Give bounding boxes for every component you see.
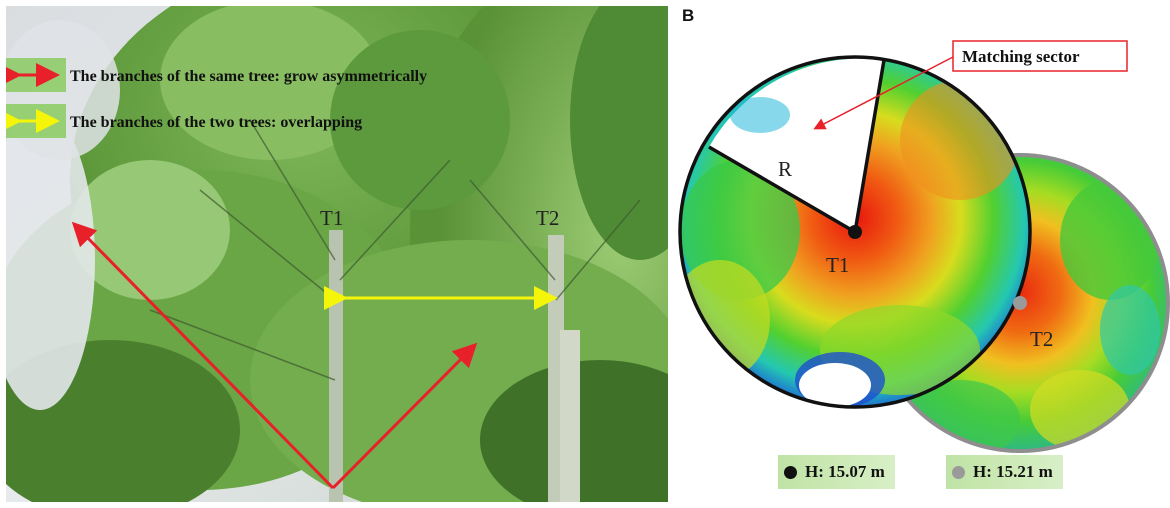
trunk-t1 — [329, 230, 343, 502]
tree-label-t1-map: T1 — [826, 253, 849, 277]
callout-arrow — [813, 56, 954, 130]
tree-label-t2-photo: T2 — [536, 206, 559, 230]
callout-box — [952, 40, 1128, 72]
radius-label: R — [778, 157, 792, 181]
panel-a-photo: The branches of the same tree: grow asym… — [6, 6, 668, 502]
legend-red-text: The branches of the same tree: grow asym… — [70, 68, 427, 85]
height-t1-text: H: 15.07 m — [805, 462, 885, 481]
red-v-arrows — [71, 221, 478, 490]
crown-t1-outline — [678, 55, 1032, 409]
t2-center-dot — [1013, 296, 1027, 310]
legend-yellow-text: The branches of the two trees: overlappi… — [70, 114, 362, 131]
tree-label-t2-map: T2 — [1030, 327, 1053, 351]
height-legend-t2: H: 15.21 m — [946, 455, 1063, 489]
height-legend-t1: H: 15.07 m — [778, 455, 895, 489]
sector-edge-right — [853, 59, 886, 233]
legend-photo: The branches of the same tree: grow asym… — [6, 58, 427, 138]
panel-b-crowns: R T1 T2 Matching sector — [678, 40, 1170, 453]
tree-label-t1-photo: T1 — [320, 206, 343, 230]
sector-edge-left — [708, 145, 856, 234]
t1-dot-icon — [784, 465, 797, 479]
t1-center-dot — [848, 225, 862, 239]
height-t2-text: H: 15.21 m — [973, 462, 1053, 481]
t2-dot-icon — [952, 465, 965, 479]
panel-b-letter: B — [682, 6, 695, 25]
callout-text: Matching sector — [962, 47, 1080, 66]
